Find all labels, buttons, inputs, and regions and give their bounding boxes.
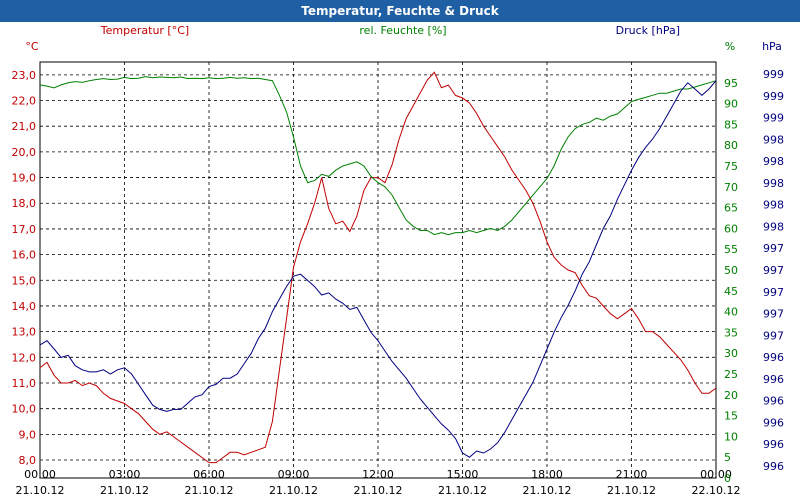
pressure-tick-label: 996 — [763, 351, 784, 364]
x-tick-time: 00:00 — [24, 468, 56, 481]
pressure-tick-label: 998 — [763, 155, 784, 168]
x-tick-date: 21.10.12 — [269, 484, 318, 497]
series-lines — [39, 71, 717, 464]
x-tick-time: 06:00 — [193, 468, 225, 481]
temperature-tick-label: 9,0 — [19, 428, 37, 441]
humidity-tick-label: 90 — [724, 98, 738, 111]
temperature-tick-label: 11,0 — [12, 377, 37, 390]
x-tick-date: 22.10.12 — [692, 484, 741, 497]
humidity-tick-label: 45 — [724, 285, 738, 298]
humidity-tick-label: 10 — [724, 430, 738, 443]
x-tick-time: 15:00 — [447, 468, 479, 481]
x-tick-date: 21.10.12 — [16, 484, 65, 497]
humidity-tick-label: 70 — [724, 181, 738, 194]
temperature-tick-label: 15,0 — [12, 274, 37, 287]
x-tick-time: 03:00 — [109, 468, 141, 481]
temperature-tick-label: 10,0 — [12, 403, 37, 416]
pressure-tick-label: 997 — [763, 264, 784, 277]
pressure-unit: hPa — [762, 40, 782, 53]
grid-lines — [40, 62, 716, 478]
humidity-tick-label: 35 — [724, 326, 738, 339]
pressure-series-line — [39, 80, 717, 458]
humidity-tick-label: 75 — [724, 160, 738, 173]
humidity-tick-label: 40 — [724, 306, 738, 319]
pressure-tick-label: 999 — [763, 112, 784, 125]
humidity-tick-label: 60 — [724, 222, 738, 235]
temperature-tick-label: 8,0 — [19, 454, 37, 467]
pressure-tick-label: 996 — [763, 438, 784, 451]
chart-area: Temperatur [°C] rel. Feuchte [%] Druck [… — [12, 24, 785, 497]
pressure-tick-label: 997 — [763, 329, 784, 342]
x-tick-date: 21.10.12 — [100, 484, 149, 497]
humidity-tick-label: 15 — [724, 410, 738, 423]
pressure-tick-label: 998 — [763, 220, 784, 233]
x-tick-date: 21.10.12 — [354, 484, 403, 497]
humidity-tick-label: 65 — [724, 202, 738, 215]
temperature-tick-label: 12,0 — [12, 351, 37, 364]
pressure-tick-label: 996 — [763, 460, 784, 473]
humidity-axis-label: rel. Feuchte [%] — [359, 24, 446, 37]
temperature-tick-label: 16,0 — [12, 249, 37, 262]
temperature-tick-label: 14,0 — [12, 300, 37, 313]
humidity-tick-label: 0 — [724, 472, 731, 485]
temperature-tick-label: 19,0 — [12, 172, 37, 185]
humidity-tick-label: 50 — [724, 264, 738, 277]
temperature-tick-label: 20,0 — [12, 146, 37, 159]
pressure-axis-label: Druck [hPa] — [616, 24, 680, 37]
humidity-tick-label: 30 — [724, 347, 738, 360]
x-tick-date: 21.10.12 — [185, 484, 234, 497]
x-tick-time: 12:00 — [362, 468, 394, 481]
pressure-tick-label: 997 — [763, 286, 784, 299]
temperature-unit: °C — [25, 40, 39, 53]
x-tick-date: 21.10.12 — [523, 484, 572, 497]
temperature-tick-label: 18,0 — [12, 197, 37, 210]
x-tick-time: 09:00 — [278, 468, 310, 481]
humidity-tick-label: 80 — [724, 139, 738, 152]
x-tick-date: 21.10.12 — [607, 484, 656, 497]
x-tick-time: 18:00 — [531, 468, 563, 481]
pressure-tick-label: 997 — [763, 242, 784, 255]
humidity-tick-label: 55 — [724, 243, 738, 256]
humidity-series-line — [39, 76, 717, 236]
x-tick-time: 00:00 — [700, 468, 732, 481]
pressure-tick-label: 996 — [763, 416, 784, 429]
x-tick-time: 21:00 — [616, 468, 648, 481]
temperature-tick-label: 17,0 — [12, 223, 37, 236]
temperature-tick-label: 23,0 — [12, 69, 37, 82]
pressure-tick-label: 997 — [763, 308, 784, 321]
axis-ticks: 8,0 9,0 10,0 11,0 12,0 13,0 14,0 15,0 16,0 17,0 18… — [12, 68, 785, 497]
humidity-unit: % — [725, 40, 735, 53]
x-tick-date: 21.10.12 — [438, 484, 487, 497]
pressure-tick-label: 998 — [763, 133, 784, 146]
pressure-tick-label: 999 — [763, 90, 784, 103]
humidity-tick-label: 20 — [724, 389, 738, 402]
temperature-tick-label: 22,0 — [12, 95, 37, 108]
pressure-tick-label: 996 — [763, 395, 784, 408]
humidity-tick-label: 25 — [724, 368, 738, 381]
temperature-tick-label: 21,0 — [12, 120, 37, 133]
temperature-axis-label: Temperatur [°C] — [100, 24, 189, 37]
pressure-tick-label: 998 — [763, 177, 784, 190]
plot-frame — [39, 61, 717, 479]
pressure-tick-label: 996 — [763, 373, 784, 386]
humidity-tick-label: 95 — [724, 77, 738, 90]
temperature-series-line — [39, 71, 717, 464]
temperature-tick-label: 13,0 — [12, 326, 37, 339]
humidity-tick-label: 5 — [724, 451, 731, 464]
humidity-tick-label: 85 — [724, 118, 738, 131]
pressure-tick-label: 999 — [763, 68, 784, 81]
pressure-tick-label: 998 — [763, 199, 784, 212]
window-title: Temperatur, Feuchte & Druck — [0, 0, 800, 22]
